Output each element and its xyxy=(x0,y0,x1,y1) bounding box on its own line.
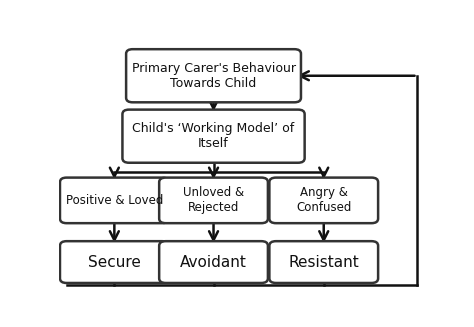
Text: Positive & Loved: Positive & Loved xyxy=(66,194,163,207)
Text: Avoidant: Avoidant xyxy=(180,255,247,269)
Text: Primary Carer's Behaviour
Towards Child: Primary Carer's Behaviour Towards Child xyxy=(132,62,295,90)
Text: Angry &
Confused: Angry & Confused xyxy=(296,186,351,215)
FancyBboxPatch shape xyxy=(269,178,378,223)
FancyBboxPatch shape xyxy=(269,241,378,283)
FancyBboxPatch shape xyxy=(126,49,301,102)
FancyBboxPatch shape xyxy=(60,178,169,223)
FancyBboxPatch shape xyxy=(159,241,268,283)
Text: Unloved &
Rejected: Unloved & Rejected xyxy=(183,186,244,215)
FancyBboxPatch shape xyxy=(159,178,268,223)
Text: Child's ‘Working Model’ of
Itself: Child's ‘Working Model’ of Itself xyxy=(132,122,295,150)
Text: Secure: Secure xyxy=(88,255,141,269)
FancyBboxPatch shape xyxy=(122,110,305,163)
Text: Resistant: Resistant xyxy=(288,255,359,269)
FancyBboxPatch shape xyxy=(60,241,169,283)
